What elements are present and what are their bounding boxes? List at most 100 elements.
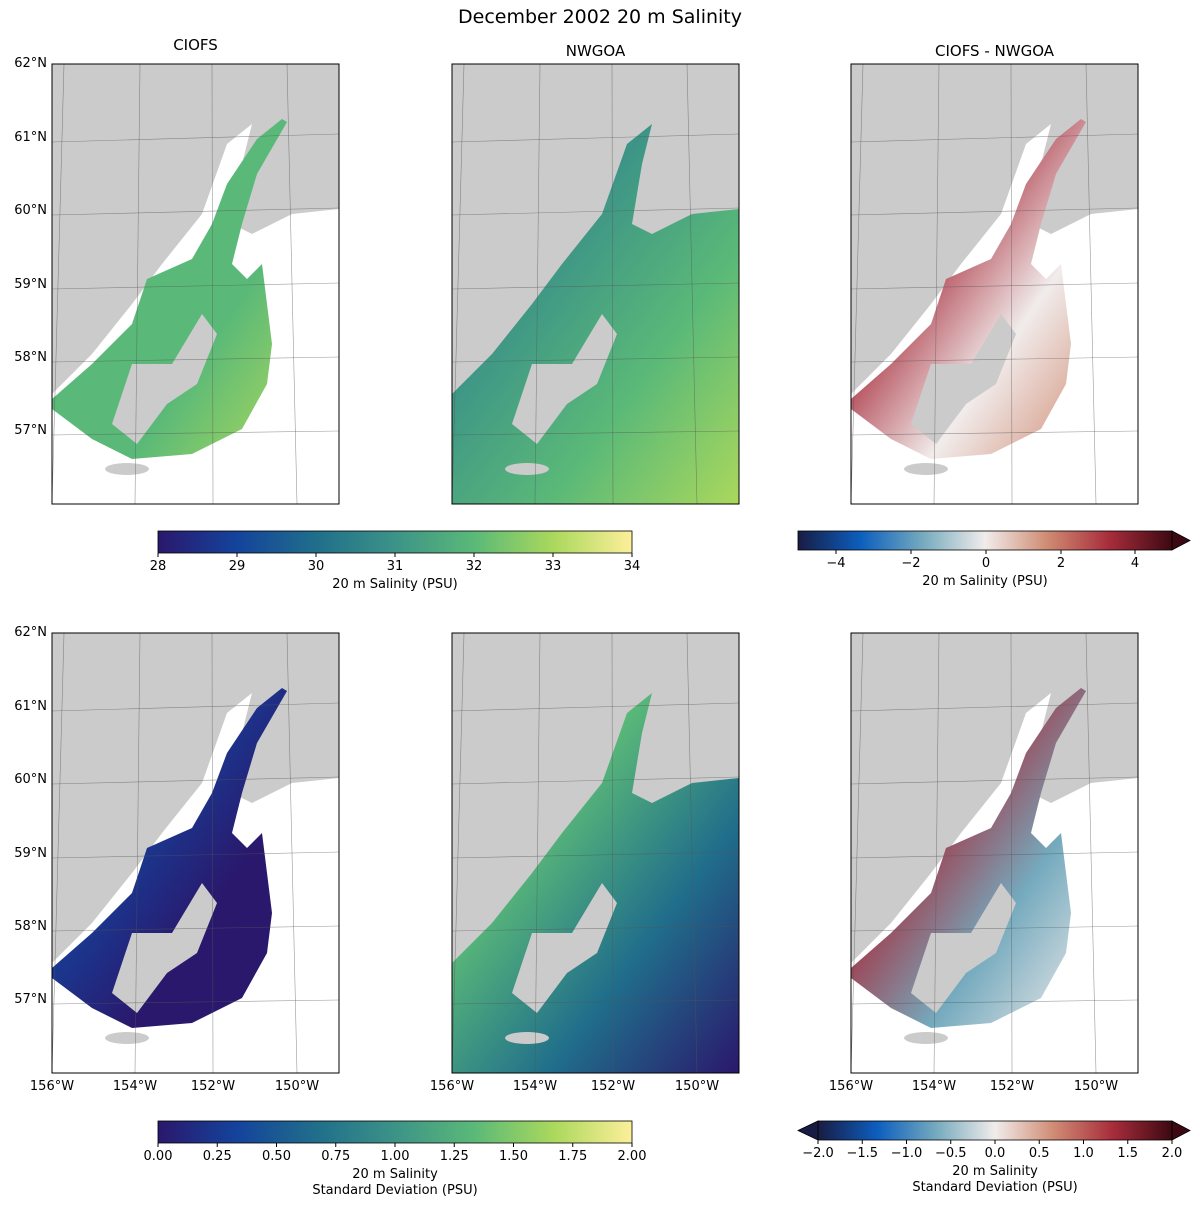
std-difference-colorbar — [797, 1120, 1191, 1144]
longitude-tick-label: 154°W — [911, 1079, 957, 1094]
latitude-gridline — [51, 776, 340, 785]
longitude-gridline — [1085, 63, 1097, 505]
colorbar-tick-label: 1.00 — [380, 1149, 410, 1164]
colorbar-label-line: Standard Deviation (PSU) — [312, 1183, 478, 1198]
colorbar-label-line: Standard Deviation (PSU) — [912, 1180, 1078, 1195]
longitude-gridline — [686, 63, 698, 505]
model-water-domain — [851, 688, 1086, 1028]
longitude-gridline — [1010, 632, 1013, 1074]
colorbar-tick-label: 29 — [228, 559, 246, 574]
longitude-gridline — [134, 632, 141, 1074]
longitude-tick-label: 152°W — [590, 1079, 636, 1094]
colorbar-tick-label: 2 — [1056, 556, 1066, 571]
longitude-gridline — [51, 632, 65, 1074]
longitude-tick-label: 154°W — [112, 1079, 158, 1094]
longitude-tick-label: 150°W — [1073, 1079, 1119, 1094]
latitude-tick-label: 59°N — [14, 277, 47, 292]
longitude-tick-label: 156°W — [429, 1079, 475, 1094]
latitude-gridline — [51, 430, 340, 436]
latitude-tick-label: 59°N — [14, 846, 47, 861]
colorbar-tick-label: 1.75 — [558, 1149, 588, 1164]
colorbar-label-line: 20 m Salinity — [352, 1167, 438, 1182]
salinity-colorbar — [157, 530, 633, 557]
colorbar-tick-label: −0.5 — [934, 1146, 967, 1161]
longitude-gridline — [286, 63, 298, 505]
latitude-gridline — [51, 999, 340, 1005]
island — [904, 1032, 948, 1044]
colorbar-tick-label: 0 — [981, 556, 991, 571]
kodiak-island — [112, 883, 217, 1013]
island — [105, 1032, 149, 1044]
latitude-gridline — [850, 925, 1139, 932]
latitude-gridline — [51, 133, 340, 143]
column-title-diff: CIOFS - NWGOA — [934, 42, 1055, 60]
latitude-gridline — [51, 702, 340, 712]
colorbar-tick-label: 30 — [307, 559, 325, 574]
map-frame — [451, 63, 740, 505]
colorbar-tick-label: 28 — [149, 559, 167, 574]
longitude-gridline — [286, 632, 298, 1074]
colorbar-tick-label: −1.5 — [846, 1146, 879, 1161]
latitude-tick-label: 58°N — [14, 919, 47, 934]
map-frame — [850, 63, 1139, 505]
longitude-gridline — [611, 63, 614, 505]
column-title-nwgoa: NWGOA — [565, 42, 626, 60]
map-frame — [850, 632, 1139, 1074]
latitude-gridline — [850, 356, 1139, 363]
latitude-gridline — [451, 776, 740, 785]
longitude-tick-label: 150°W — [674, 1079, 720, 1094]
latitude-gridline — [850, 999, 1139, 1005]
colorbar-tick-label: 2.00 — [617, 1149, 647, 1164]
longitude-gridline — [534, 632, 541, 1074]
colorbar-tick-label: −4 — [826, 556, 846, 571]
kodiak-island — [512, 883, 617, 1013]
ciofs-salinity-map — [51, 63, 340, 505]
longitude-tick-label: 152°W — [989, 1079, 1035, 1094]
longitude-gridline — [51, 63, 65, 505]
ciofs-std-map — [51, 632, 340, 1074]
latitude-gridline — [850, 133, 1139, 143]
colorbar-tick-label: 31 — [386, 559, 404, 574]
colorbar-tick-label: −2.0 — [802, 1146, 834, 1161]
colorbar-label: 20 m Salinity (PSU) — [118, 577, 672, 593]
latitude-gridline — [850, 282, 1139, 290]
colorbar-tick-label: 0.5 — [1028, 1146, 1050, 1161]
column-title-ciofs: CIOFS — [173, 36, 218, 54]
longitude-gridline — [933, 632, 940, 1074]
latitude-gridline — [51, 851, 340, 859]
colorbar-tick-label: 0.0 — [984, 1146, 1006, 1161]
colorbar-label-line: 20 m Salinity (PSU) — [922, 574, 1048, 589]
latitude-gridline — [850, 851, 1139, 859]
colorbar-label: 20 m Salinity Standard Deviation (PSU) — [778, 1164, 1200, 1196]
latitude-gridline — [451, 207, 740, 216]
latitude-gridline — [51, 282, 340, 290]
longitude-tick-label: 156°W — [29, 1079, 75, 1094]
colorbar-label: 20 m Salinity (PSU) — [758, 574, 1200, 590]
model-water-domain — [52, 119, 287, 459]
latitude-gridline — [850, 430, 1139, 436]
colorbar-tick-label: −2 — [901, 556, 921, 571]
latitude-gridline — [451, 430, 740, 436]
latitude-gridline — [451, 851, 740, 859]
kodiak-island — [112, 314, 217, 444]
nwgoa-salinity-map — [451, 63, 740, 505]
model-water-domain — [52, 688, 287, 1028]
std-colorbar — [157, 1120, 633, 1147]
longitude-gridline — [933, 63, 940, 505]
longitude-gridline — [534, 63, 541, 505]
longitude-gridline — [451, 632, 465, 1074]
colorbar-tick-label: 0.00 — [143, 1149, 173, 1164]
longitude-gridline — [134, 63, 141, 505]
colorbar-extend-max-arrow — [1171, 1120, 1191, 1141]
colorbar-tick-label: 32 — [465, 559, 483, 574]
latitude-gridline — [451, 925, 740, 932]
latitude-gridline — [451, 702, 740, 712]
longitude-gridline — [1010, 63, 1013, 505]
model-water-domain — [851, 119, 1086, 459]
colorbar-extend-min-arrow — [797, 1120, 819, 1141]
map-frame — [51, 63, 340, 505]
latitude-tick-label: 57°N — [14, 992, 47, 1007]
colorbar-tick-label: 1.50 — [499, 1149, 528, 1164]
latitude-tick-label: 57°N — [14, 423, 47, 438]
